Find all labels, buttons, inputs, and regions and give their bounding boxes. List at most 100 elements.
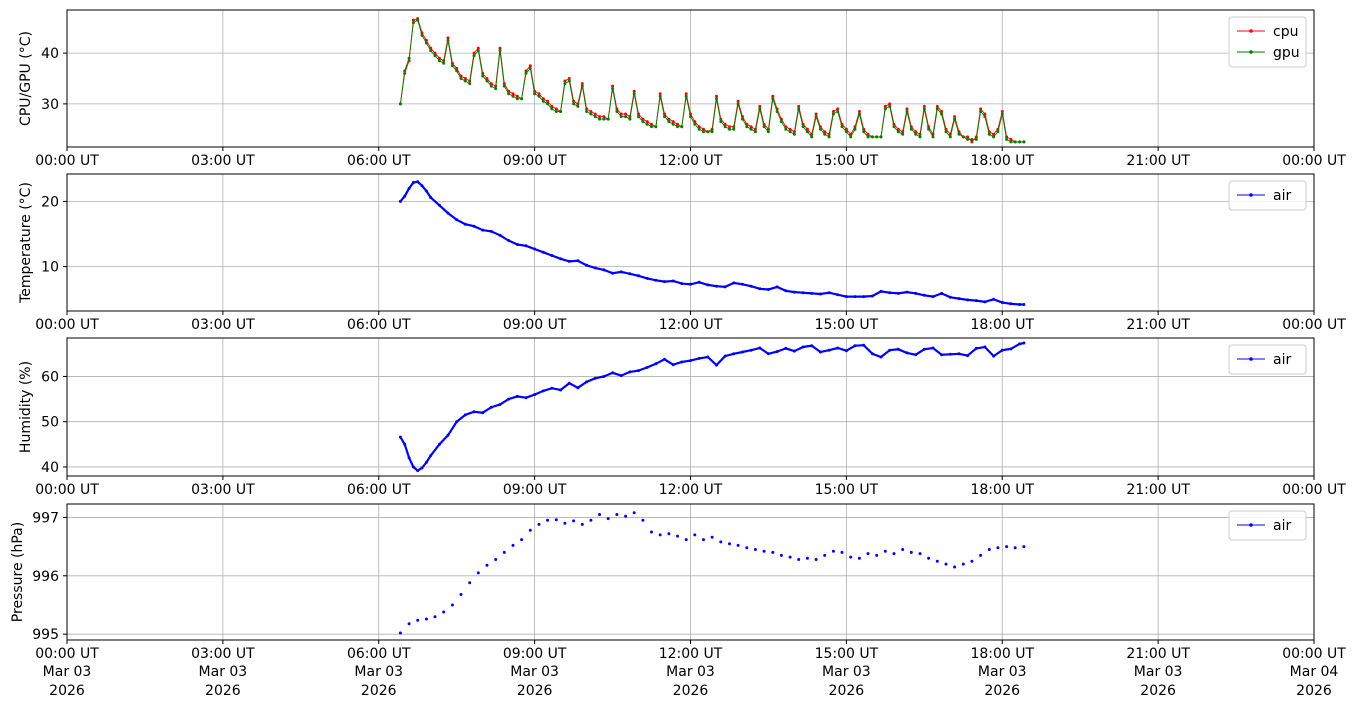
data-point-air (416, 618, 420, 622)
legend: air (1228, 180, 1307, 211)
data-point-gpu (481, 74, 485, 78)
data-point-air (736, 543, 740, 547)
data-point-air (766, 288, 770, 291)
data-point-air (1022, 303, 1026, 306)
data-point-air (706, 355, 710, 359)
data-point-gpu (992, 135, 996, 139)
data-point-air (676, 534, 679, 538)
data-point-gpu (979, 110, 983, 113)
data-point-gpu (546, 102, 550, 106)
data-point-air (411, 181, 415, 184)
data-point-gpu (818, 127, 822, 131)
data-point-air (472, 410, 476, 414)
data-point-air (775, 350, 779, 354)
data-point-air (1018, 342, 1022, 346)
data-point-cpu (896, 127, 900, 131)
y-tick-label: 60 (41, 369, 59, 385)
data-point-air (896, 291, 900, 295)
data-point-air (970, 559, 974, 563)
x-tick-label: 03:00 UT (191, 646, 255, 662)
data-point-air (524, 244, 528, 248)
data-point-cpu (515, 94, 519, 98)
data-point-cpu (537, 92, 541, 96)
data-point-air (671, 279, 675, 283)
data-point-air (650, 530, 653, 534)
data-point-gpu (593, 115, 597, 119)
data-point-air (498, 233, 502, 237)
data-point-air (784, 289, 788, 293)
data-point-gpu (918, 135, 922, 139)
x-tick-label: 18:00 UT (970, 482, 1034, 498)
data-point-air (935, 559, 939, 563)
data-point-gpu (663, 115, 666, 119)
x-tick-year-label: 2026 (673, 683, 709, 699)
data-point-air (437, 442, 441, 446)
data-point-gpu (511, 94, 515, 98)
data-point-air (606, 517, 610, 521)
data-point-air (585, 263, 589, 267)
data-point-air (758, 346, 762, 350)
data-point-cpu (771, 94, 775, 98)
data-point-gpu (753, 130, 757, 134)
data-point-gpu (710, 130, 714, 134)
data-point-gpu (1005, 137, 1009, 141)
y-tick-label: 30 (41, 97, 59, 113)
data-point-air (398, 435, 402, 439)
x-tick-date-label: Mar 03 (43, 664, 92, 680)
data-point-air (442, 610, 446, 614)
x-tick-year-label: 2026 (984, 683, 1020, 699)
x-tick-year-label: 2026 (205, 683, 241, 699)
legend-label-cpu: cpu (1273, 24, 1298, 40)
data-point-air (411, 465, 415, 469)
x-tick-label: 21:00 UT (1126, 482, 1190, 498)
data-point-air (779, 553, 783, 557)
data-point-gpu (407, 56, 411, 60)
data-point-air (966, 354, 970, 358)
data-point-air (559, 257, 563, 261)
data-point-air (771, 550, 775, 554)
data-point-air (502, 550, 506, 554)
data-point-gpu (784, 127, 788, 131)
data-point-air (546, 518, 550, 522)
data-point-air (641, 518, 645, 522)
data-point-air (792, 290, 796, 294)
data-point-gpu (554, 110, 558, 113)
data-point-cpu (970, 140, 974, 144)
data-point-gpu (533, 92, 537, 96)
data-point-gpu (411, 21, 415, 25)
data-point-air (922, 293, 926, 297)
data-point-gpu (654, 125, 658, 129)
x-tick-label: 15:00 UT (815, 317, 879, 333)
data-point-air (420, 466, 424, 470)
data-point-gpu (589, 112, 593, 116)
data-point-air (541, 250, 545, 254)
data-point-gpu (805, 130, 809, 134)
data-point-air (723, 354, 727, 358)
data-point-cpu (905, 107, 909, 111)
data-point-air (715, 284, 718, 288)
data-point-cpu (788, 127, 792, 131)
data-point-air (922, 347, 926, 351)
data-point-gpu (909, 127, 913, 131)
data-point-air (918, 552, 922, 556)
x-tick-label: 00:00 UT (1282, 153, 1346, 169)
data-point-air (398, 631, 402, 635)
data-point-cpu (831, 110, 835, 113)
data-point-air (576, 259, 580, 263)
x-tick-label: 18:00 UT (970, 646, 1034, 662)
x-tick-label: 00:00 UT (35, 482, 99, 498)
data-point-air (489, 229, 493, 233)
data-point-gpu (515, 97, 519, 101)
data-point-gpu (879, 135, 883, 139)
data-point-air (697, 356, 701, 360)
data-point-air (468, 581, 472, 585)
x-tick-label: 15:00 UT (815, 646, 879, 662)
data-point-gpu (433, 54, 437, 58)
legend: air (1228, 510, 1307, 541)
data-point-gpu (831, 112, 835, 116)
data-point-air (489, 405, 493, 409)
data-point-cpu (702, 127, 705, 131)
y-tick-label: 40 (41, 46, 59, 62)
data-point-air (567, 381, 571, 385)
data-point-cpu (805, 127, 809, 131)
